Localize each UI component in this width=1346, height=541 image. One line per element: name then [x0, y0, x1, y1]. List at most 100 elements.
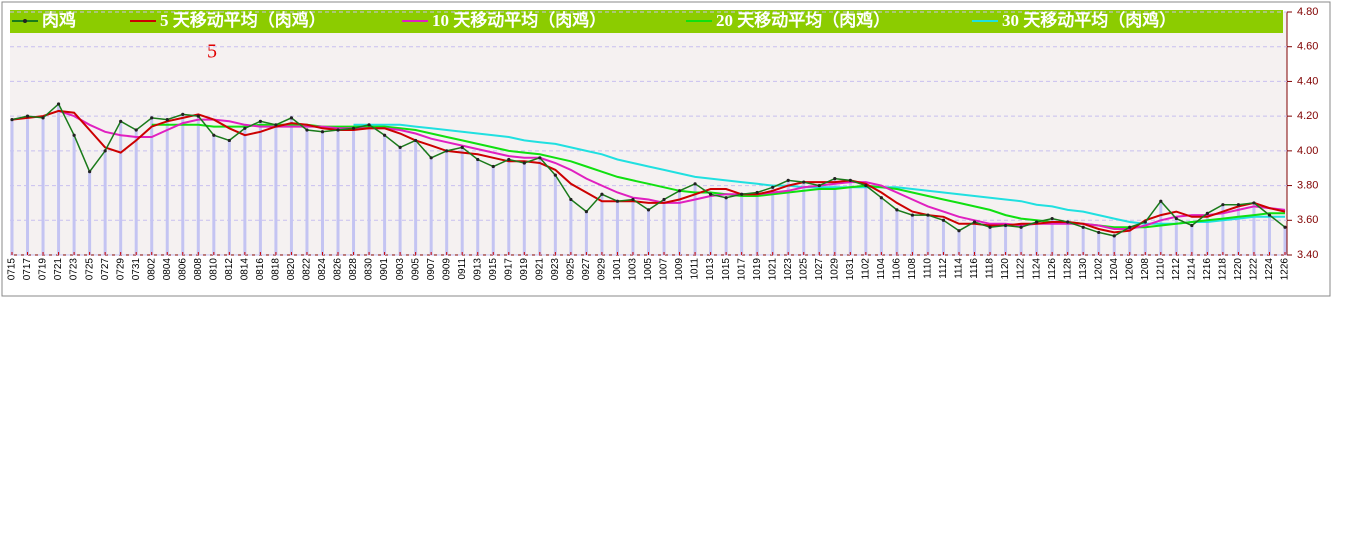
legend-box [10, 10, 1283, 33]
bar [1112, 235, 1116, 255]
bar [569, 199, 573, 255]
bar [103, 150, 107, 255]
legend-label: 20 天移动平均（肉鸡） [716, 10, 890, 30]
bar [538, 157, 542, 255]
bar [243, 128, 247, 255]
x-tick-label: 1114 [954, 258, 965, 279]
point [196, 114, 200, 118]
x-tick-label: 0725 [84, 258, 95, 281]
y-tick-label: 4.00 [1297, 145, 1318, 157]
point [910, 213, 915, 217]
x-tick-label: 1027 [814, 258, 825, 281]
bar [258, 121, 262, 255]
point [56, 102, 61, 106]
bar [460, 147, 464, 255]
bar [1236, 204, 1240, 255]
bar [72, 135, 76, 255]
point [740, 192, 744, 196]
bar [1019, 227, 1023, 255]
point [134, 128, 138, 132]
point [10, 118, 14, 122]
point [351, 126, 356, 130]
x-tick-label: 0919 [519, 258, 530, 281]
x-tick-label: 1128 [1062, 258, 1073, 280]
x-tick-label: 0929 [597, 258, 608, 281]
legend-swatch-dot [23, 19, 27, 23]
x-tick-label: 0723 [69, 258, 80, 281]
x-tick-label: 1108 [907, 258, 918, 280]
x-tick-label: 1015 [721, 258, 732, 281]
x-tick-label: 1110 [923, 258, 934, 279]
legend-label: 30 天移动平均（肉鸡） [1002, 10, 1176, 30]
point [320, 130, 325, 134]
x-tick-label: 0818 [271, 258, 282, 281]
point [1267, 213, 1272, 217]
point [445, 149, 449, 153]
point [382, 133, 387, 137]
x-tick-label: 1031 [845, 258, 856, 281]
point [1128, 225, 1132, 229]
x-tick-label: 1126 [1047, 258, 1058, 280]
x-tick-label: 0814 [240, 258, 251, 281]
point [398, 145, 402, 149]
bar [786, 180, 790, 255]
x-tick-label: 0715 [7, 258, 18, 281]
x-tick-label: 1118 [985, 258, 996, 279]
bar [1097, 232, 1101, 255]
bar [817, 185, 821, 255]
point [1143, 220, 1147, 224]
x-tick-label: 1013 [705, 258, 716, 281]
x-tick-label: 0901 [379, 258, 390, 281]
point [150, 116, 154, 120]
x-tick-label: 0830 [364, 258, 375, 281]
legend-label: 肉鸡 [42, 10, 76, 30]
bar [305, 130, 309, 255]
bar [1221, 204, 1225, 255]
point [802, 180, 806, 184]
bar [1128, 227, 1132, 255]
x-tick-label: 1106 [892, 258, 903, 280]
x-tick-label: 1011 [690, 258, 701, 280]
bar [1050, 218, 1054, 255]
bar [910, 215, 914, 255]
point [957, 229, 961, 233]
series-line [353, 123, 1285, 225]
point [941, 218, 946, 222]
y-tick-label: 3.40 [1297, 249, 1318, 261]
bar [926, 215, 930, 255]
y-tick-label: 4.20 [1297, 110, 1318, 122]
x-tick-label: 0913 [472, 258, 483, 281]
x-tick-label: 1021 [767, 258, 778, 281]
x-tick-label: 1116 [969, 258, 980, 279]
point [1283, 225, 1287, 229]
bar [693, 183, 697, 255]
bar [662, 199, 666, 255]
x-tick-label: 1220 [1233, 258, 1244, 281]
bar [724, 197, 728, 255]
x-tick-label: 1218 [1218, 258, 1229, 281]
point [289, 116, 294, 120]
bar [678, 190, 682, 255]
point [724, 196, 728, 200]
bar [88, 171, 92, 255]
point [460, 145, 464, 149]
point [1205, 211, 1209, 215]
x-tick-label: 1005 [643, 258, 654, 281]
x-tick-label: 0915 [488, 258, 499, 281]
x-tick-label: 1212 [1171, 258, 1182, 281]
point [553, 173, 557, 177]
x-tick-label: 1130 [1078, 258, 1089, 280]
point [522, 161, 526, 165]
bar [1143, 222, 1147, 255]
x-tick-label: 0903 [395, 258, 406, 281]
x-tick-label: 0727 [100, 258, 111, 281]
bar [57, 103, 61, 255]
point [243, 126, 247, 130]
point [1221, 203, 1225, 207]
point [817, 183, 821, 188]
point [1252, 201, 1256, 205]
bar [522, 163, 526, 255]
point [367, 123, 371, 127]
x-tick-label: 1216 [1202, 258, 1213, 281]
point [414, 138, 418, 143]
